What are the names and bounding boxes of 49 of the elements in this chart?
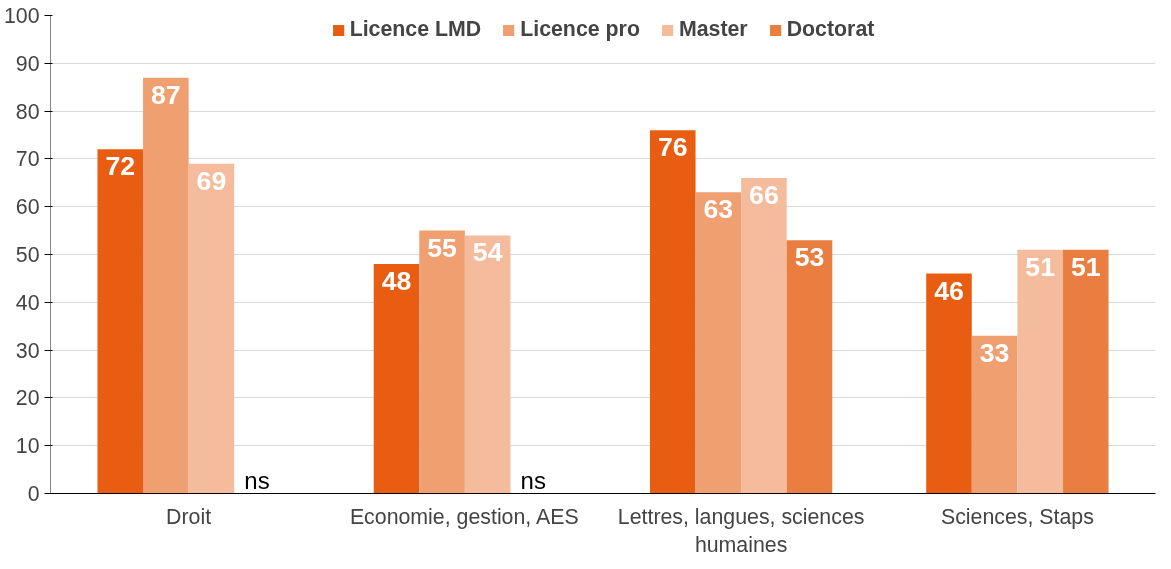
legend-label: Master	[678, 17, 748, 42]
y-tick-label: 20	[15, 386, 40, 411]
x-tick-label: Lettres, langues, sciences humaines	[617, 504, 865, 558]
y-tick-label: 60	[15, 195, 40, 220]
data-label: 72	[105, 151, 136, 182]
bar	[786, 240, 833, 494]
bar	[1062, 249, 1109, 494]
bar	[97, 149, 144, 494]
bar	[649, 130, 696, 494]
y-tick-label: 90	[15, 51, 40, 76]
bar	[926, 273, 972, 494]
legend-label: Licence pro	[520, 17, 640, 42]
y-tick-label: 100	[3, 4, 40, 28]
data-label: 51	[1070, 251, 1101, 282]
x-tick-label: Economie, gestion, AES	[349, 504, 579, 529]
x-tick-label: Sciences, Staps	[940, 504, 1094, 529]
x-tick-label: Droit	[166, 504, 212, 529]
bar	[695, 192, 742, 494]
bar	[188, 163, 235, 494]
bar	[143, 77, 189, 494]
y-tick-label: 0	[27, 482, 40, 506]
text: ns	[520, 466, 546, 494]
y-tick-label: 80	[15, 99, 40, 124]
legend-label: Doctorat	[786, 17, 875, 42]
y-tick-label: 50	[15, 243, 40, 267]
bar	[971, 335, 1018, 494]
bar	[373, 264, 420, 494]
data-label: 53	[794, 242, 825, 273]
data-label: 55	[427, 232, 458, 263]
data-label: 48	[381, 266, 412, 297]
data-label: 46	[934, 275, 964, 306]
bar	[464, 235, 511, 494]
data-label: 63	[703, 194, 734, 225]
data-label: 69	[196, 165, 227, 196]
y-tick-label: 40	[15, 290, 40, 315]
data-label: 54	[472, 237, 503, 268]
y-tick-label: 10	[15, 434, 40, 459]
bar	[1017, 249, 1063, 494]
data-label: 33	[979, 337, 1010, 368]
text: ns	[244, 466, 270, 494]
legend-label: Licence LMD	[349, 17, 482, 42]
y-tick-label: 70	[15, 147, 40, 172]
bar	[741, 178, 787, 494]
data-label: 87	[151, 79, 181, 110]
bar	[419, 230, 465, 494]
y-tick-label: 30	[15, 338, 40, 363]
data-label: 66	[749, 180, 779, 211]
data-label: 76	[657, 132, 688, 163]
data-label: 51	[1025, 251, 1056, 282]
